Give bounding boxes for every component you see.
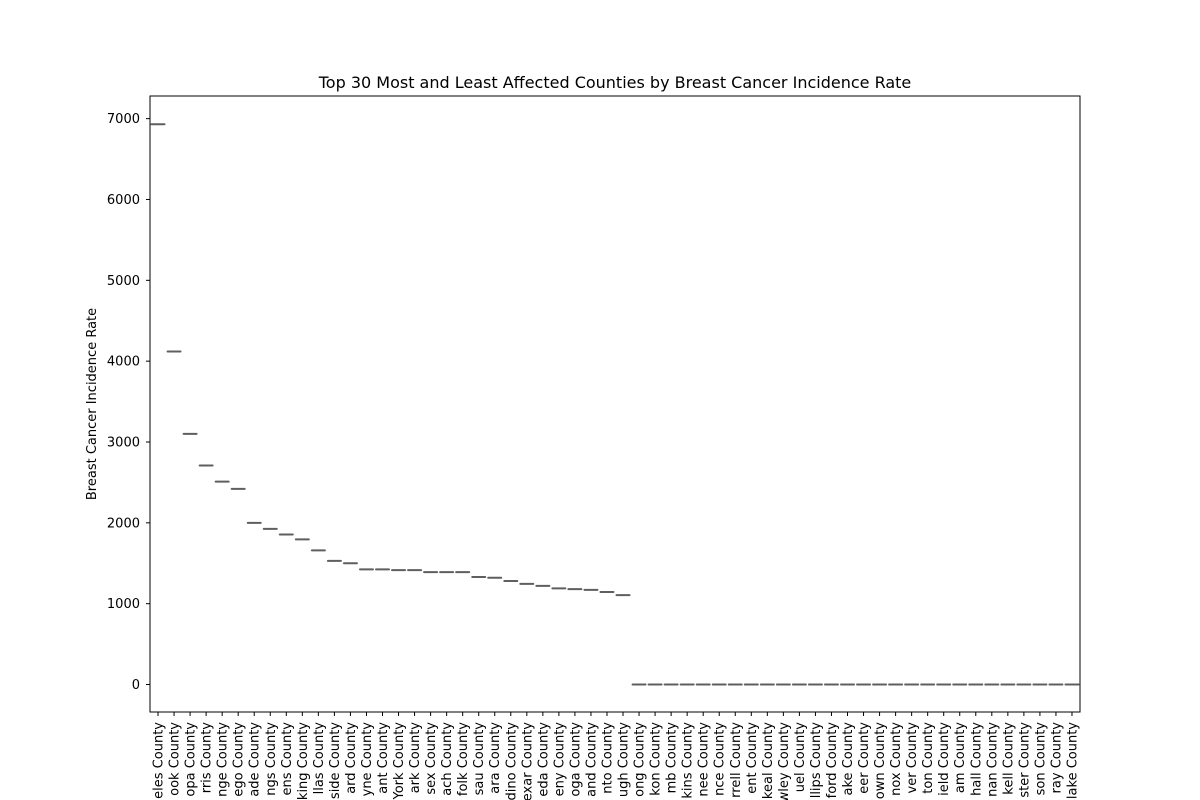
x-tick-label: ngs County (264, 722, 279, 796)
y-tick-label: 4000 (107, 355, 140, 370)
x-tick-label: ook County (168, 722, 183, 796)
x-tick-label: nce County (713, 722, 728, 796)
x-tick-label: ton County (921, 722, 936, 794)
violin-marks (150, 123, 1080, 686)
x-axis: eles County ook County opa County rris Coun… (152, 712, 1080, 800)
x-tick-label: eny County (552, 722, 567, 797)
x-tick-label: nge County (216, 722, 231, 797)
x-tick-label: ant County (376, 722, 391, 794)
x-tick-label: side County (328, 722, 343, 799)
y-tick-label: 7000 (107, 112, 140, 127)
x-tick-label: sau County (472, 722, 487, 796)
plot-area (149, 95, 1081, 713)
x-tick-label: York County (392, 722, 407, 800)
x-tick-label: nto County (600, 722, 615, 794)
y-tick-label: 5000 (107, 274, 140, 289)
x-tick-label: nan County (985, 722, 1000, 797)
y-tick-label: 3000 (107, 435, 140, 450)
x-tick-label: rris County (200, 722, 215, 794)
x-tick-label: keal County (761, 722, 776, 799)
x-tick-label: lake County (1065, 722, 1080, 799)
y-tick-label: 1000 (107, 597, 140, 612)
x-tick-label: hall County (969, 722, 984, 796)
x-tick-label: kon County (649, 722, 664, 796)
x-tick-label: own County (873, 722, 888, 800)
x-tick-label: ach County (440, 722, 455, 796)
x-tick-label: ark County (408, 722, 423, 794)
x-tick-label: dino County (504, 722, 519, 800)
x-tick-label: nee County (697, 722, 712, 797)
x-tick-label: opa County (184, 722, 199, 797)
x-tick-label: ego County (232, 722, 247, 797)
x-tick-label: ford County (825, 722, 840, 799)
x-tick-label: ara County (488, 722, 503, 794)
x-tick-label: rrell County (729, 722, 744, 798)
x-tick-label: ong County (633, 722, 648, 797)
x-tick-label: exar County (520, 722, 535, 800)
x-tick-label: oga County (568, 722, 583, 797)
x-tick-label: sex County (424, 722, 439, 795)
y-tick-label: 2000 (107, 516, 140, 531)
x-tick-label: eles County (152, 722, 167, 799)
x-tick-label: kins County (681, 722, 696, 799)
x-tick-label: folk County (456, 722, 471, 796)
x-tick-label: wley County (777, 722, 792, 800)
x-tick-label: yne County (360, 722, 375, 797)
y-tick-label: 6000 (107, 193, 140, 208)
x-tick-label: am County (953, 722, 968, 793)
x-tick-label: ade County (248, 722, 263, 797)
x-tick-label: eda County (536, 722, 551, 797)
x-tick-label: ens County (280, 722, 295, 796)
x-tick-label: nox County (889, 722, 904, 796)
x-tick-label: llips County (809, 722, 824, 799)
x-tick-label: kell County (1001, 722, 1016, 795)
x-tick-label: ake County (841, 722, 856, 796)
x-tick-label: ent County (745, 722, 760, 794)
x-tick-label: eer County (857, 722, 872, 794)
x-tick-label: ield County (937, 722, 952, 796)
y-axis-label: Breast Cancer Incidence Rate (85, 308, 100, 500)
x-tick-label: ard County (344, 722, 359, 794)
x-tick-label: ver County (905, 722, 920, 794)
x-tick-label: mb County (665, 722, 680, 794)
x-tick-label: ray County (1049, 722, 1064, 794)
chart-title: Top 30 Most and Least Affected Counties … (318, 73, 912, 92)
x-tick-label: uel County (793, 722, 808, 793)
x-tick-label: ugh County (617, 722, 632, 797)
x-tick-label: llas County (312, 722, 327, 795)
x-tick-label: and County (584, 722, 599, 797)
x-tick-label: son County (1033, 722, 1048, 796)
x-tick-label: ster County (1017, 722, 1032, 798)
y-tick-label: 0 (132, 678, 140, 693)
y-axis: 0 1000 2000 3000 4000 5000 6000 7000 (107, 112, 150, 693)
x-tick-label: king County (296, 722, 311, 800)
